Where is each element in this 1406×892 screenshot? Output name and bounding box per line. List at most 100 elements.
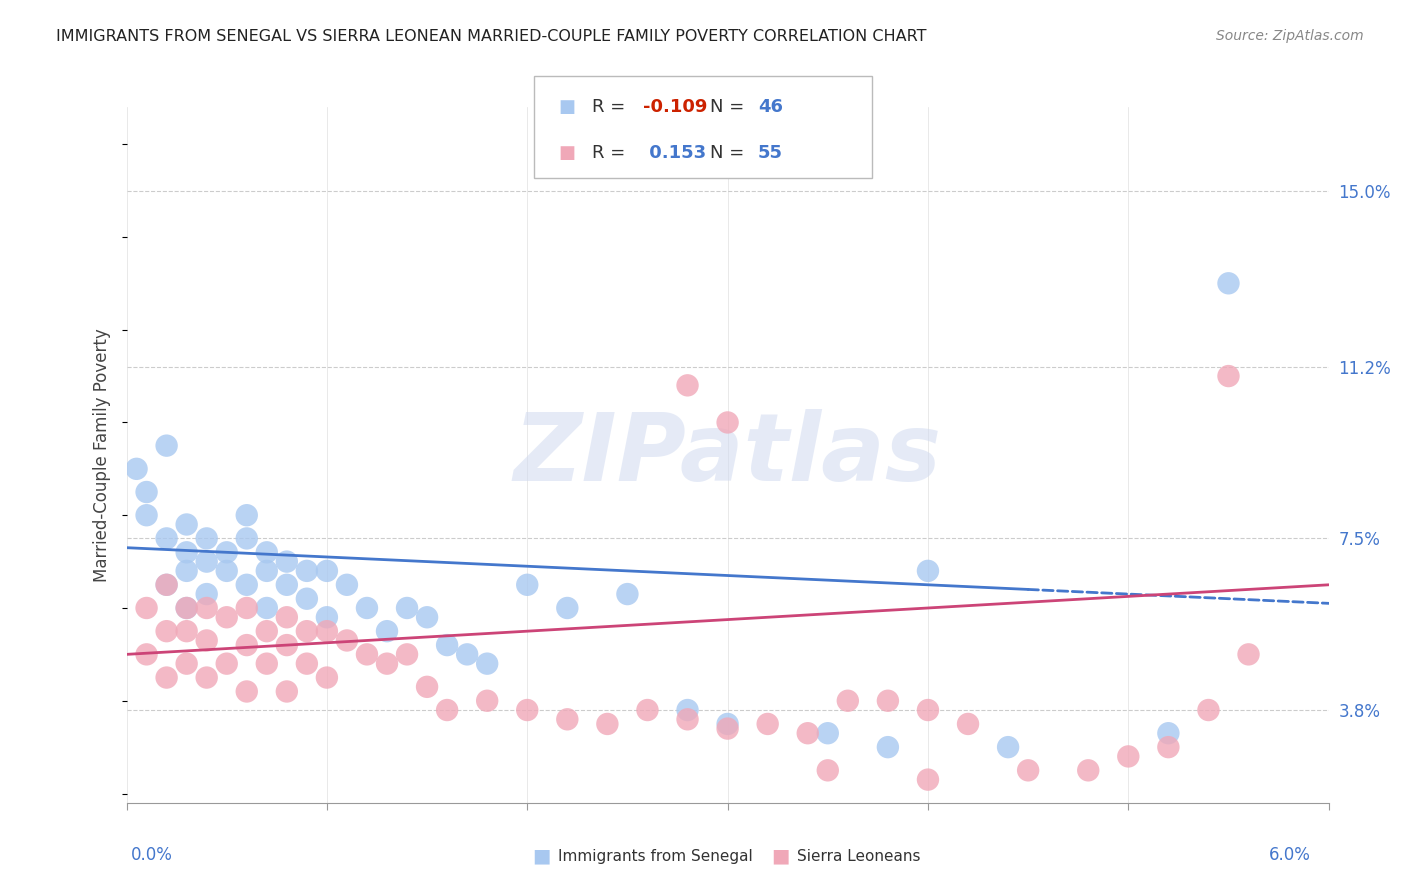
Point <box>295 624 318 639</box>
Point <box>716 717 740 731</box>
Point <box>215 564 238 578</box>
Point <box>176 545 198 559</box>
Point <box>676 703 699 717</box>
Point <box>315 671 337 685</box>
Point <box>1197 703 1219 717</box>
Point <box>336 633 359 648</box>
Point <box>176 601 198 615</box>
Point <box>997 740 1019 755</box>
Y-axis label: Married-Couple Family Poverty: Married-Couple Family Poverty <box>93 328 111 582</box>
Point <box>135 601 157 615</box>
Point <box>475 657 498 671</box>
Text: N =: N = <box>710 97 749 115</box>
Point <box>295 591 318 606</box>
Point <box>436 638 458 652</box>
Point <box>195 633 218 648</box>
Point <box>336 578 359 592</box>
Text: 46: 46 <box>758 97 783 115</box>
Point <box>176 657 198 671</box>
Point <box>616 587 638 601</box>
Point <box>416 680 439 694</box>
Point <box>176 601 198 615</box>
Point <box>396 601 419 615</box>
Point <box>837 694 859 708</box>
Point <box>235 684 259 698</box>
Point <box>215 545 238 559</box>
Point <box>756 717 779 731</box>
Point <box>315 564 337 578</box>
Point <box>817 726 839 740</box>
Point <box>716 416 740 430</box>
Text: N =: N = <box>710 145 749 162</box>
Point <box>215 610 238 624</box>
Point <box>716 722 740 736</box>
Text: 0.0%: 0.0% <box>131 846 173 863</box>
Point <box>877 740 900 755</box>
Point <box>555 601 579 615</box>
Point <box>256 564 278 578</box>
Point <box>1157 726 1180 740</box>
Text: ZIPatlas: ZIPatlas <box>513 409 942 501</box>
Point <box>135 485 157 500</box>
Point <box>195 532 218 546</box>
Point <box>155 439 177 453</box>
Text: 6.0%: 6.0% <box>1268 846 1310 863</box>
Point <box>917 772 939 787</box>
Point <box>235 601 259 615</box>
Point <box>235 578 259 592</box>
Point <box>555 712 579 726</box>
Point <box>135 648 157 662</box>
Point <box>356 601 378 615</box>
Point <box>416 610 439 624</box>
Point <box>436 703 458 717</box>
Point <box>877 694 900 708</box>
Point <box>155 671 177 685</box>
Point <box>155 532 177 546</box>
Point <box>256 657 278 671</box>
Point <box>516 703 538 717</box>
Point <box>1218 277 1240 291</box>
Point <box>1157 740 1180 755</box>
Point <box>276 610 298 624</box>
Point <box>1118 749 1140 764</box>
Text: ■: ■ <box>531 847 551 866</box>
Text: Sierra Leoneans: Sierra Leoneans <box>797 849 921 863</box>
Point <box>235 638 259 652</box>
Text: R =: R = <box>592 145 631 162</box>
Point <box>295 564 318 578</box>
Point <box>295 657 318 671</box>
Point <box>315 624 337 639</box>
Point <box>155 578 177 592</box>
Point <box>1017 764 1039 778</box>
Point <box>155 578 177 592</box>
Point <box>957 717 980 731</box>
Point <box>676 378 699 392</box>
Point <box>215 657 238 671</box>
Point <box>155 624 177 639</box>
Text: ■: ■ <box>558 97 575 115</box>
Point <box>917 564 939 578</box>
Text: ■: ■ <box>558 145 575 162</box>
Point <box>516 578 538 592</box>
Point <box>276 555 298 569</box>
Text: ■: ■ <box>770 847 790 866</box>
Point <box>176 624 198 639</box>
Point <box>256 624 278 639</box>
Text: -0.109: -0.109 <box>643 97 707 115</box>
Point <box>796 726 818 740</box>
Point <box>636 703 658 717</box>
Point <box>356 648 378 662</box>
Point <box>276 684 298 698</box>
Text: Immigrants from Senegal: Immigrants from Senegal <box>558 849 754 863</box>
Point <box>1237 648 1260 662</box>
Point <box>315 610 337 624</box>
Point <box>917 703 939 717</box>
Point <box>235 508 259 523</box>
Point <box>176 564 198 578</box>
Point <box>135 508 157 523</box>
Point <box>195 587 218 601</box>
Text: R =: R = <box>592 97 631 115</box>
Point <box>456 648 478 662</box>
Point <box>125 462 148 476</box>
Point <box>1077 764 1099 778</box>
